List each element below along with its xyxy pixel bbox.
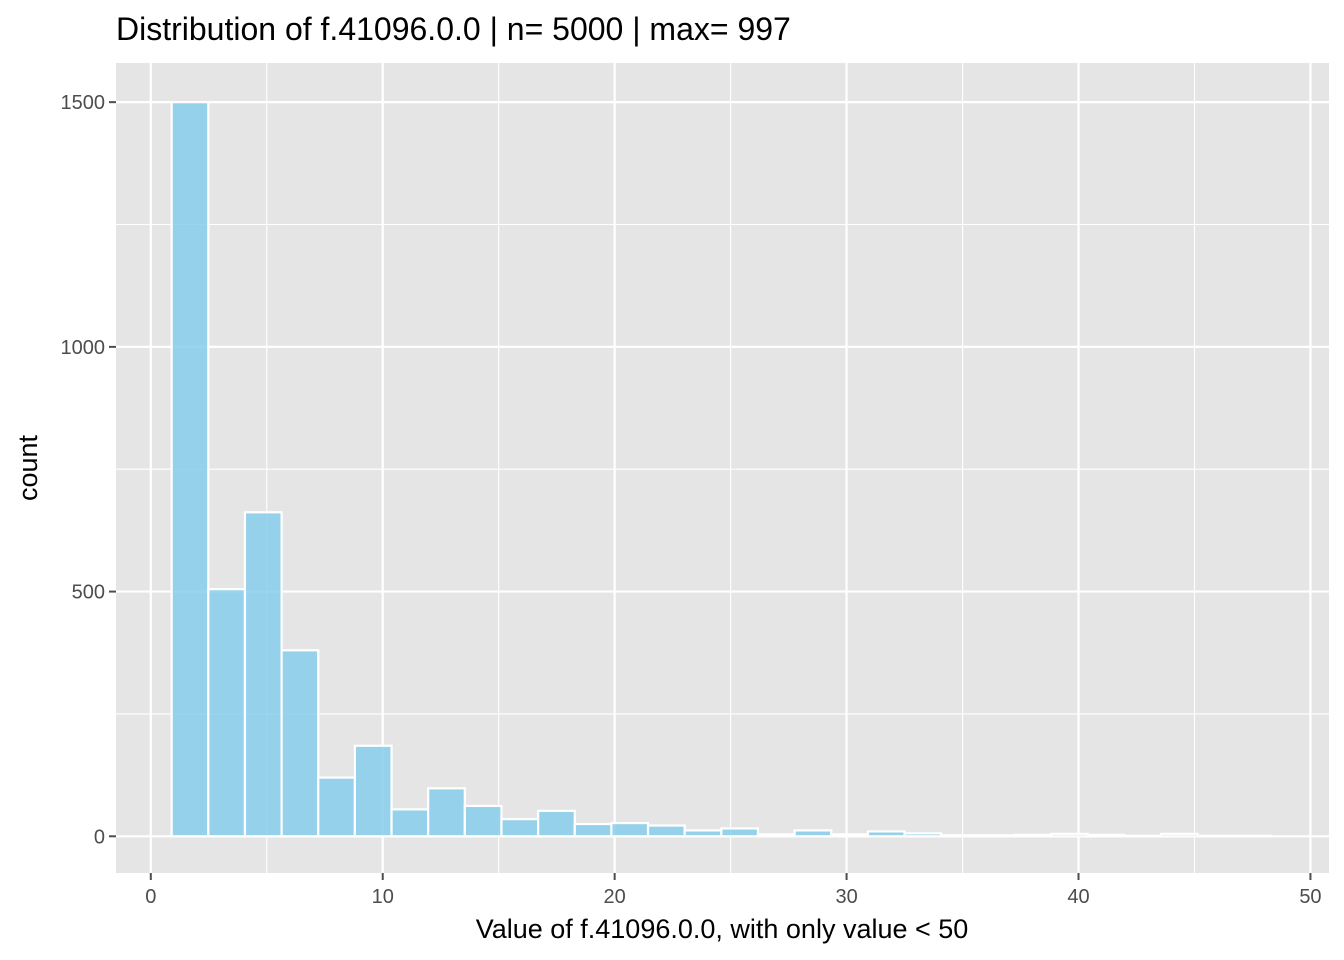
histogram-bar: [1013, 833, 1053, 838]
histogram-bar: [500, 818, 540, 838]
histogram-bar: [1159, 832, 1199, 838]
x-axis-label: Value of f.41096.0.0, with only value < …: [476, 914, 969, 944]
y-tick-label: 0: [94, 826, 105, 848]
histogram-bar: [537, 809, 576, 838]
histogram-bar: [207, 588, 247, 838]
histogram-bar: [903, 832, 943, 838]
histogram-bar: [646, 824, 686, 838]
histogram-bar: [317, 776, 356, 838]
histogram-bar: [1196, 834, 1236, 838]
x-tick-label: 10: [372, 886, 394, 908]
histogram-bar: [940, 834, 979, 838]
y-tick-label: 1000: [61, 337, 106, 359]
histogram-bar: [1050, 832, 1089, 838]
histogram-bar: [1233, 834, 1273, 838]
histogram-bar: [1123, 834, 1163, 838]
histogram-bar: [280, 649, 320, 838]
histogram-bar: [463, 804, 503, 838]
x-tick-label: 30: [835, 886, 857, 908]
histogram-bar: [793, 829, 833, 838]
y-tick-label: 500: [72, 582, 105, 604]
histogram-bar: [427, 787, 466, 838]
histogram-bar: [756, 833, 796, 838]
histogram-bars: [170, 101, 1273, 838]
y-axis-ticks: 0 500 1000 1500: [61, 92, 116, 848]
histogram-bar: [170, 101, 210, 838]
histogram-bar: [390, 808, 430, 838]
histogram-bar: [976, 834, 1016, 838]
histogram-bar: [353, 744, 393, 838]
x-tick-label: 40: [1067, 886, 1089, 908]
histogram-bar: [1086, 833, 1126, 838]
histogram-bar: [683, 829, 723, 838]
chart-title: Distribution of f.41096.0.0 | n= 5000 | …: [116, 11, 791, 47]
x-tick-label: 0: [145, 886, 156, 908]
minor-gridlines: [116, 63, 1329, 873]
histogram-bar: [720, 827, 760, 838]
histogram-bar: [830, 833, 870, 838]
histogram-bar: [243, 511, 283, 838]
x-tick-label: 20: [604, 886, 626, 908]
histogram-bar: [866, 830, 906, 838]
x-tick-label: 50: [1299, 886, 1321, 908]
x-axis-ticks: 0 10 20 30 40 50: [145, 873, 1322, 908]
y-tick-label: 1500: [61, 92, 106, 114]
histogram-bar: [573, 822, 613, 838]
y-axis-label: count: [13, 434, 43, 501]
histogram-bar: [610, 821, 650, 838]
